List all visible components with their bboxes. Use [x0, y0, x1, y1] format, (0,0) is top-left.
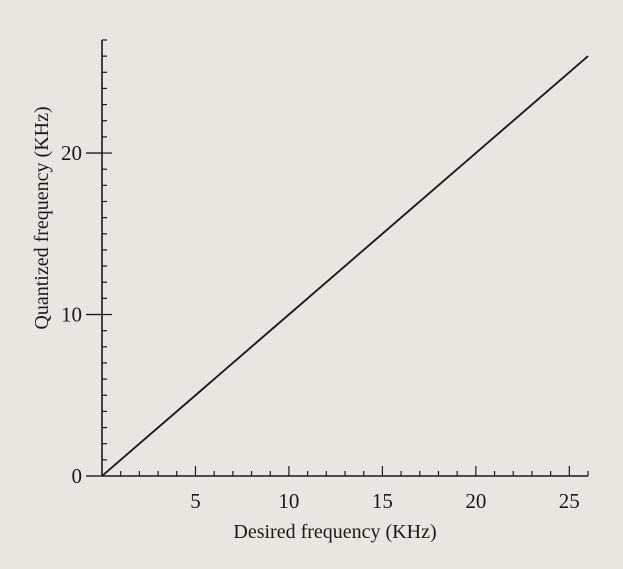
y-tick-label: 0 — [72, 464, 83, 488]
series-group — [101, 55, 589, 477]
y-axis-title: Quantized frequency (KHz) — [31, 106, 53, 329]
y-tick-label: 10 — [61, 303, 82, 327]
axes-group — [101, 40, 588, 477]
x-tick-label: 25 — [559, 489, 580, 513]
x-tick-label: 20 — [465, 489, 486, 513]
x-tick-label: 10 — [278, 489, 299, 513]
ticks-group: 5 10 15 20 25 0 10 20 — [61, 39, 589, 513]
staircase-line — [101, 55, 589, 477]
y-tick-label: 20 — [61, 141, 82, 165]
x-axis-title: Desired frequency (KHz) — [233, 521, 436, 543]
x-tick-label: 5 — [190, 489, 201, 513]
x-tick-label: 15 — [372, 489, 393, 513]
